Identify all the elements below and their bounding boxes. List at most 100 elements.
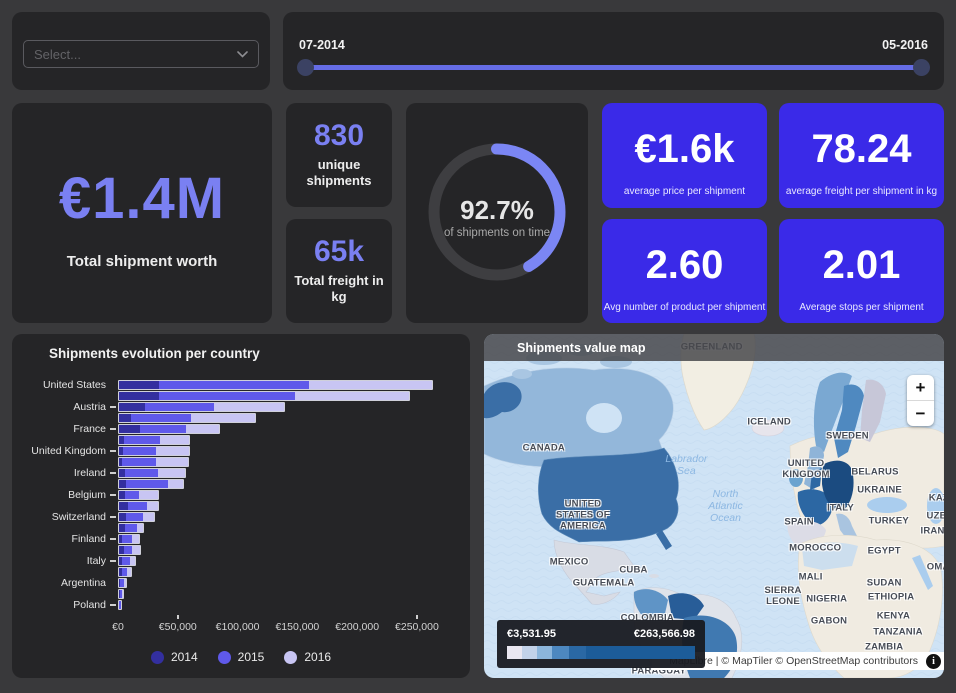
kpi-avg-products-value: 2.60 xyxy=(645,243,724,287)
bar-row xyxy=(28,545,454,555)
bar-segment-2014 xyxy=(119,513,126,521)
bar-row xyxy=(28,479,454,489)
slider-track[interactable] xyxy=(299,65,928,70)
bar-track xyxy=(118,600,454,610)
x-axis-label: €0 xyxy=(112,621,124,633)
x-axis-label: €50,000 xyxy=(158,621,197,633)
bar-track xyxy=(118,512,454,522)
bar-row: Austria xyxy=(28,401,454,413)
y-axis-label: Finland xyxy=(71,533,106,545)
x-axis-label: €150,000 xyxy=(275,621,320,633)
bar-segment-2014 xyxy=(119,458,123,466)
bar-segment-2016 xyxy=(214,403,284,411)
bar-segment-2014 xyxy=(119,436,124,444)
x-axis: €0 €50,000 €100,000 €150,000 €200,000 €250,00… xyxy=(112,615,454,634)
legend-label: 2014 xyxy=(170,650,198,664)
bar-row: Finland xyxy=(28,533,454,545)
bar-segment-2015 xyxy=(122,557,130,565)
bar-segment-2016 xyxy=(139,491,159,499)
filter-select[interactable]: Select... xyxy=(23,40,259,68)
bar-row xyxy=(28,589,454,599)
zoom-divider xyxy=(907,400,934,401)
date-slider-card: 07-2014 05-2016 xyxy=(283,12,944,90)
y-axis-label: Argentina xyxy=(61,577,106,589)
bar-segment-2014 xyxy=(119,414,132,422)
bar-row xyxy=(28,523,454,533)
x-axis-tick-mark xyxy=(415,615,418,619)
bar-row: United Kingdom xyxy=(28,445,454,457)
bar-segment-2014 xyxy=(119,557,123,565)
bar-segment-2016 xyxy=(121,590,123,598)
move-icon[interactable] xyxy=(612,227,626,241)
kpi-avg-price-card: €1.6k average price per shipment xyxy=(602,103,767,208)
map-attribution[interactable]: MapLibre | © MapTiler © OpenStreetMap co… xyxy=(652,652,944,670)
bar-segment-2015 xyxy=(128,502,147,510)
bar-segment-2016 xyxy=(156,447,190,455)
move-icon[interactable] xyxy=(26,347,40,361)
y-axis-tick xyxy=(110,516,116,518)
bar-track xyxy=(118,567,454,577)
slider-handle-end[interactable] xyxy=(913,59,930,76)
stacked-bar xyxy=(118,468,186,478)
move-icon[interactable] xyxy=(416,111,430,125)
bar-segment-2014 xyxy=(119,502,129,510)
y-axis-tick xyxy=(110,538,116,540)
bar-segment-2014 xyxy=(119,447,124,455)
bar-segment-2014 xyxy=(119,469,125,477)
info-icon[interactable]: i xyxy=(926,653,941,669)
bar-segment-2015 xyxy=(119,590,122,598)
legend-item-2015[interactable]: 2015 xyxy=(217,650,264,664)
y-axis-tick xyxy=(110,494,116,496)
y-axis-label: Poland xyxy=(73,599,106,611)
bar-segment-2015 xyxy=(121,568,128,576)
date-range-slider[interactable] xyxy=(297,56,930,78)
stacked-bar xyxy=(118,512,156,522)
bar-row: France xyxy=(28,423,454,435)
move-icon[interactable] xyxy=(789,111,803,125)
bar-segment-2016 xyxy=(120,601,122,609)
stacked-bar-plot: United States Austria France United Kingdom… xyxy=(28,379,454,611)
stacked-bar xyxy=(118,380,434,390)
bar-segment-2016 xyxy=(132,535,139,543)
bar-track xyxy=(118,391,454,401)
bar-segment-2015 xyxy=(125,513,143,521)
chevron-down-icon xyxy=(237,50,248,58)
bar-segment-2014 xyxy=(119,403,145,411)
bar-track xyxy=(118,545,454,555)
bar-segment-2014 xyxy=(119,579,121,587)
chart-legend: 2014 2015 2016 xyxy=(12,650,470,664)
slider-handle-start[interactable] xyxy=(297,59,314,76)
zoom-out-button[interactable]: − xyxy=(915,403,926,423)
chart-title: Shipments evolution per country xyxy=(49,346,260,361)
bar-track xyxy=(118,468,454,478)
move-icon[interactable] xyxy=(789,227,803,241)
move-icon[interactable] xyxy=(612,111,626,125)
bar-row xyxy=(28,435,454,445)
x-axis-tick-mark xyxy=(176,615,179,619)
y-axis-tick xyxy=(110,560,116,562)
stacked-bar xyxy=(118,501,160,511)
bar-track xyxy=(118,446,454,456)
on-time-label: of shipments on time xyxy=(443,227,551,239)
zoom-in-button[interactable]: + xyxy=(915,377,926,397)
move-icon[interactable] xyxy=(494,341,508,355)
bar-segment-2015 xyxy=(120,579,124,587)
kpi-total-freight-label: Total freight in kg xyxy=(294,273,384,305)
legend-item-2016[interactable]: 2016 xyxy=(284,650,331,664)
y-axis-tick xyxy=(110,604,116,606)
stacked-bar xyxy=(118,435,190,445)
bar-segment-2016 xyxy=(142,513,155,521)
bar-track xyxy=(118,556,454,566)
bar-segment-2016 xyxy=(132,546,140,554)
move-icon[interactable] xyxy=(22,111,36,125)
slider-end-label: 05-2016 xyxy=(882,38,928,52)
bar-row: Poland xyxy=(28,599,454,611)
legend-dot xyxy=(217,650,231,664)
legend-item-2014[interactable]: 2014 xyxy=(150,650,198,664)
bar-segment-2014 xyxy=(119,491,125,499)
bar-segment-2015 xyxy=(124,546,133,554)
bar-row xyxy=(28,391,454,401)
move-icon[interactable] xyxy=(22,20,36,34)
move-icon[interactable] xyxy=(293,20,307,34)
bar-segment-2014 xyxy=(119,381,159,389)
